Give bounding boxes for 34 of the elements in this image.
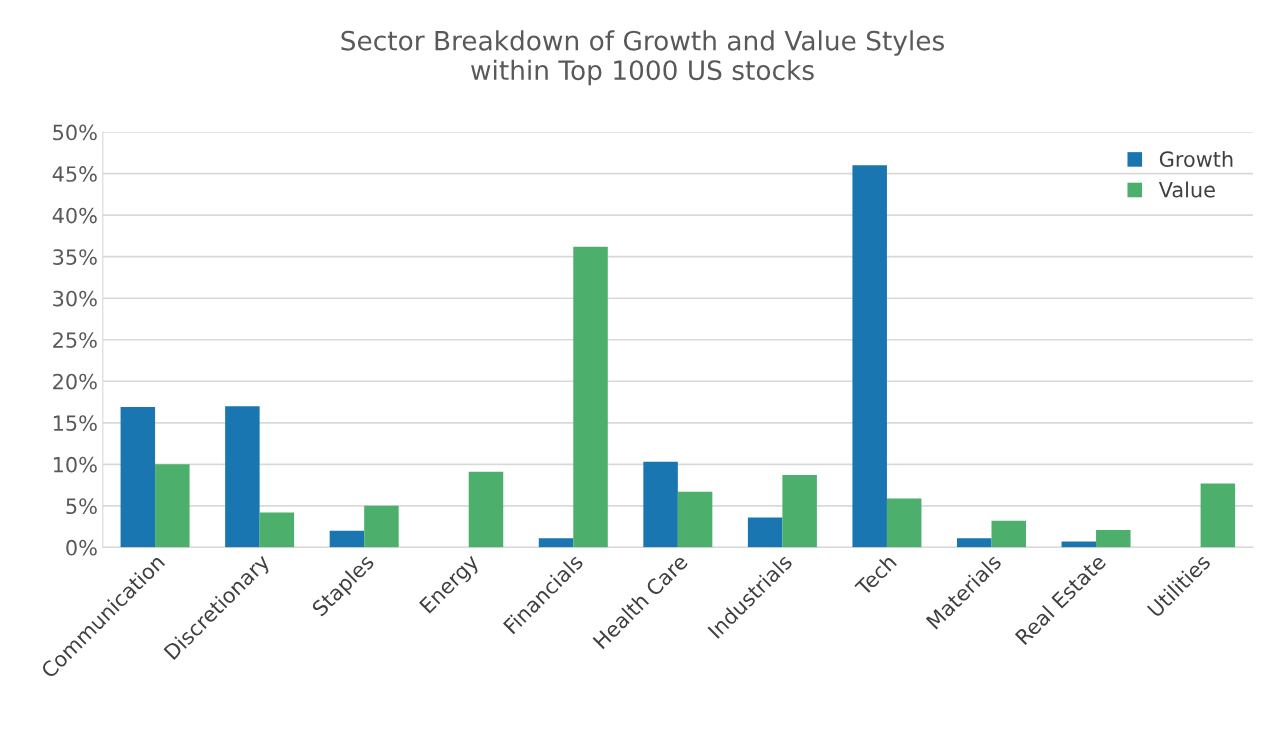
bar <box>643 461 678 548</box>
y-tick-label: 10% <box>53 456 97 473</box>
legend-label: Growth <box>1159 150 1233 167</box>
y-tick-label: 15% <box>53 415 97 432</box>
bar <box>1200 483 1236 548</box>
y-tick-label: 25% <box>53 332 97 348</box>
x-tick-label: Tech <box>853 553 898 597</box>
y-tick-label: 20% <box>53 373 97 390</box>
bar <box>782 475 817 548</box>
bar <box>329 530 365 548</box>
bar <box>1096 529 1131 548</box>
y-tick-label: 0% <box>66 539 97 556</box>
bar <box>886 498 922 548</box>
bar <box>364 505 399 548</box>
bar <box>956 538 992 548</box>
y-tick-label: 5% <box>66 498 97 515</box>
bar <box>747 517 783 548</box>
bar <box>852 165 887 548</box>
legend-label: Value <box>1158 181 1215 198</box>
bar <box>677 491 713 548</box>
y-tick-label: 30% <box>53 290 97 307</box>
bar <box>538 538 574 548</box>
y-tick-label: 45% <box>52 166 97 182</box>
bar <box>155 464 190 548</box>
y-tick-label: 50% <box>53 124 97 141</box>
bar <box>468 471 504 548</box>
chart-title: Sector Breakdown of Growth and Value Styles within Top 1000 US stocks <box>341 30 944 86</box>
y-tick-label: 40% <box>52 207 97 224</box>
bar <box>120 407 156 548</box>
bar <box>991 520 1026 548</box>
y-tick-label: 35% <box>53 249 97 265</box>
bar <box>225 406 260 548</box>
bar <box>259 512 295 548</box>
bar <box>573 246 608 548</box>
